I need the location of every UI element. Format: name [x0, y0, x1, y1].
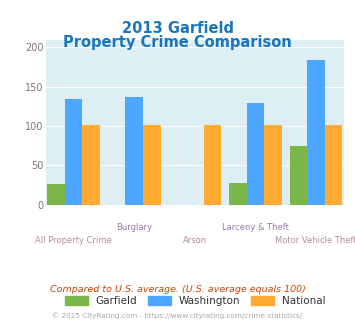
Text: Property Crime Comparison: Property Crime Comparison	[63, 35, 292, 50]
Bar	[325, 125, 342, 205]
Bar	[264, 125, 282, 205]
Text: © 2025 CityRating.com - https://www.cityrating.com/crime-statistics/: © 2025 CityRating.com - https://www.city…	[53, 313, 302, 319]
Text: Arson: Arson	[183, 236, 207, 245]
Bar	[47, 184, 65, 205]
Bar	[229, 182, 247, 205]
Bar	[82, 125, 100, 205]
Text: Burglary: Burglary	[116, 223, 152, 232]
Bar	[247, 103, 264, 205]
Bar	[290, 146, 307, 205]
Text: Larceny & Theft: Larceny & Theft	[222, 223, 289, 232]
Bar	[143, 125, 160, 205]
Bar	[307, 60, 325, 205]
Text: 2013 Garfield: 2013 Garfield	[121, 21, 234, 36]
Bar	[203, 125, 221, 205]
Bar	[125, 97, 143, 205]
Text: All Property Crime: All Property Crime	[35, 236, 112, 245]
Legend: Garfield, Washington, National: Garfield, Washington, National	[65, 296, 326, 306]
Bar	[65, 99, 82, 205]
Text: Compared to U.S. average. (U.S. average equals 100): Compared to U.S. average. (U.S. average …	[50, 285, 305, 294]
Text: Motor Vehicle Theft: Motor Vehicle Theft	[275, 236, 355, 245]
